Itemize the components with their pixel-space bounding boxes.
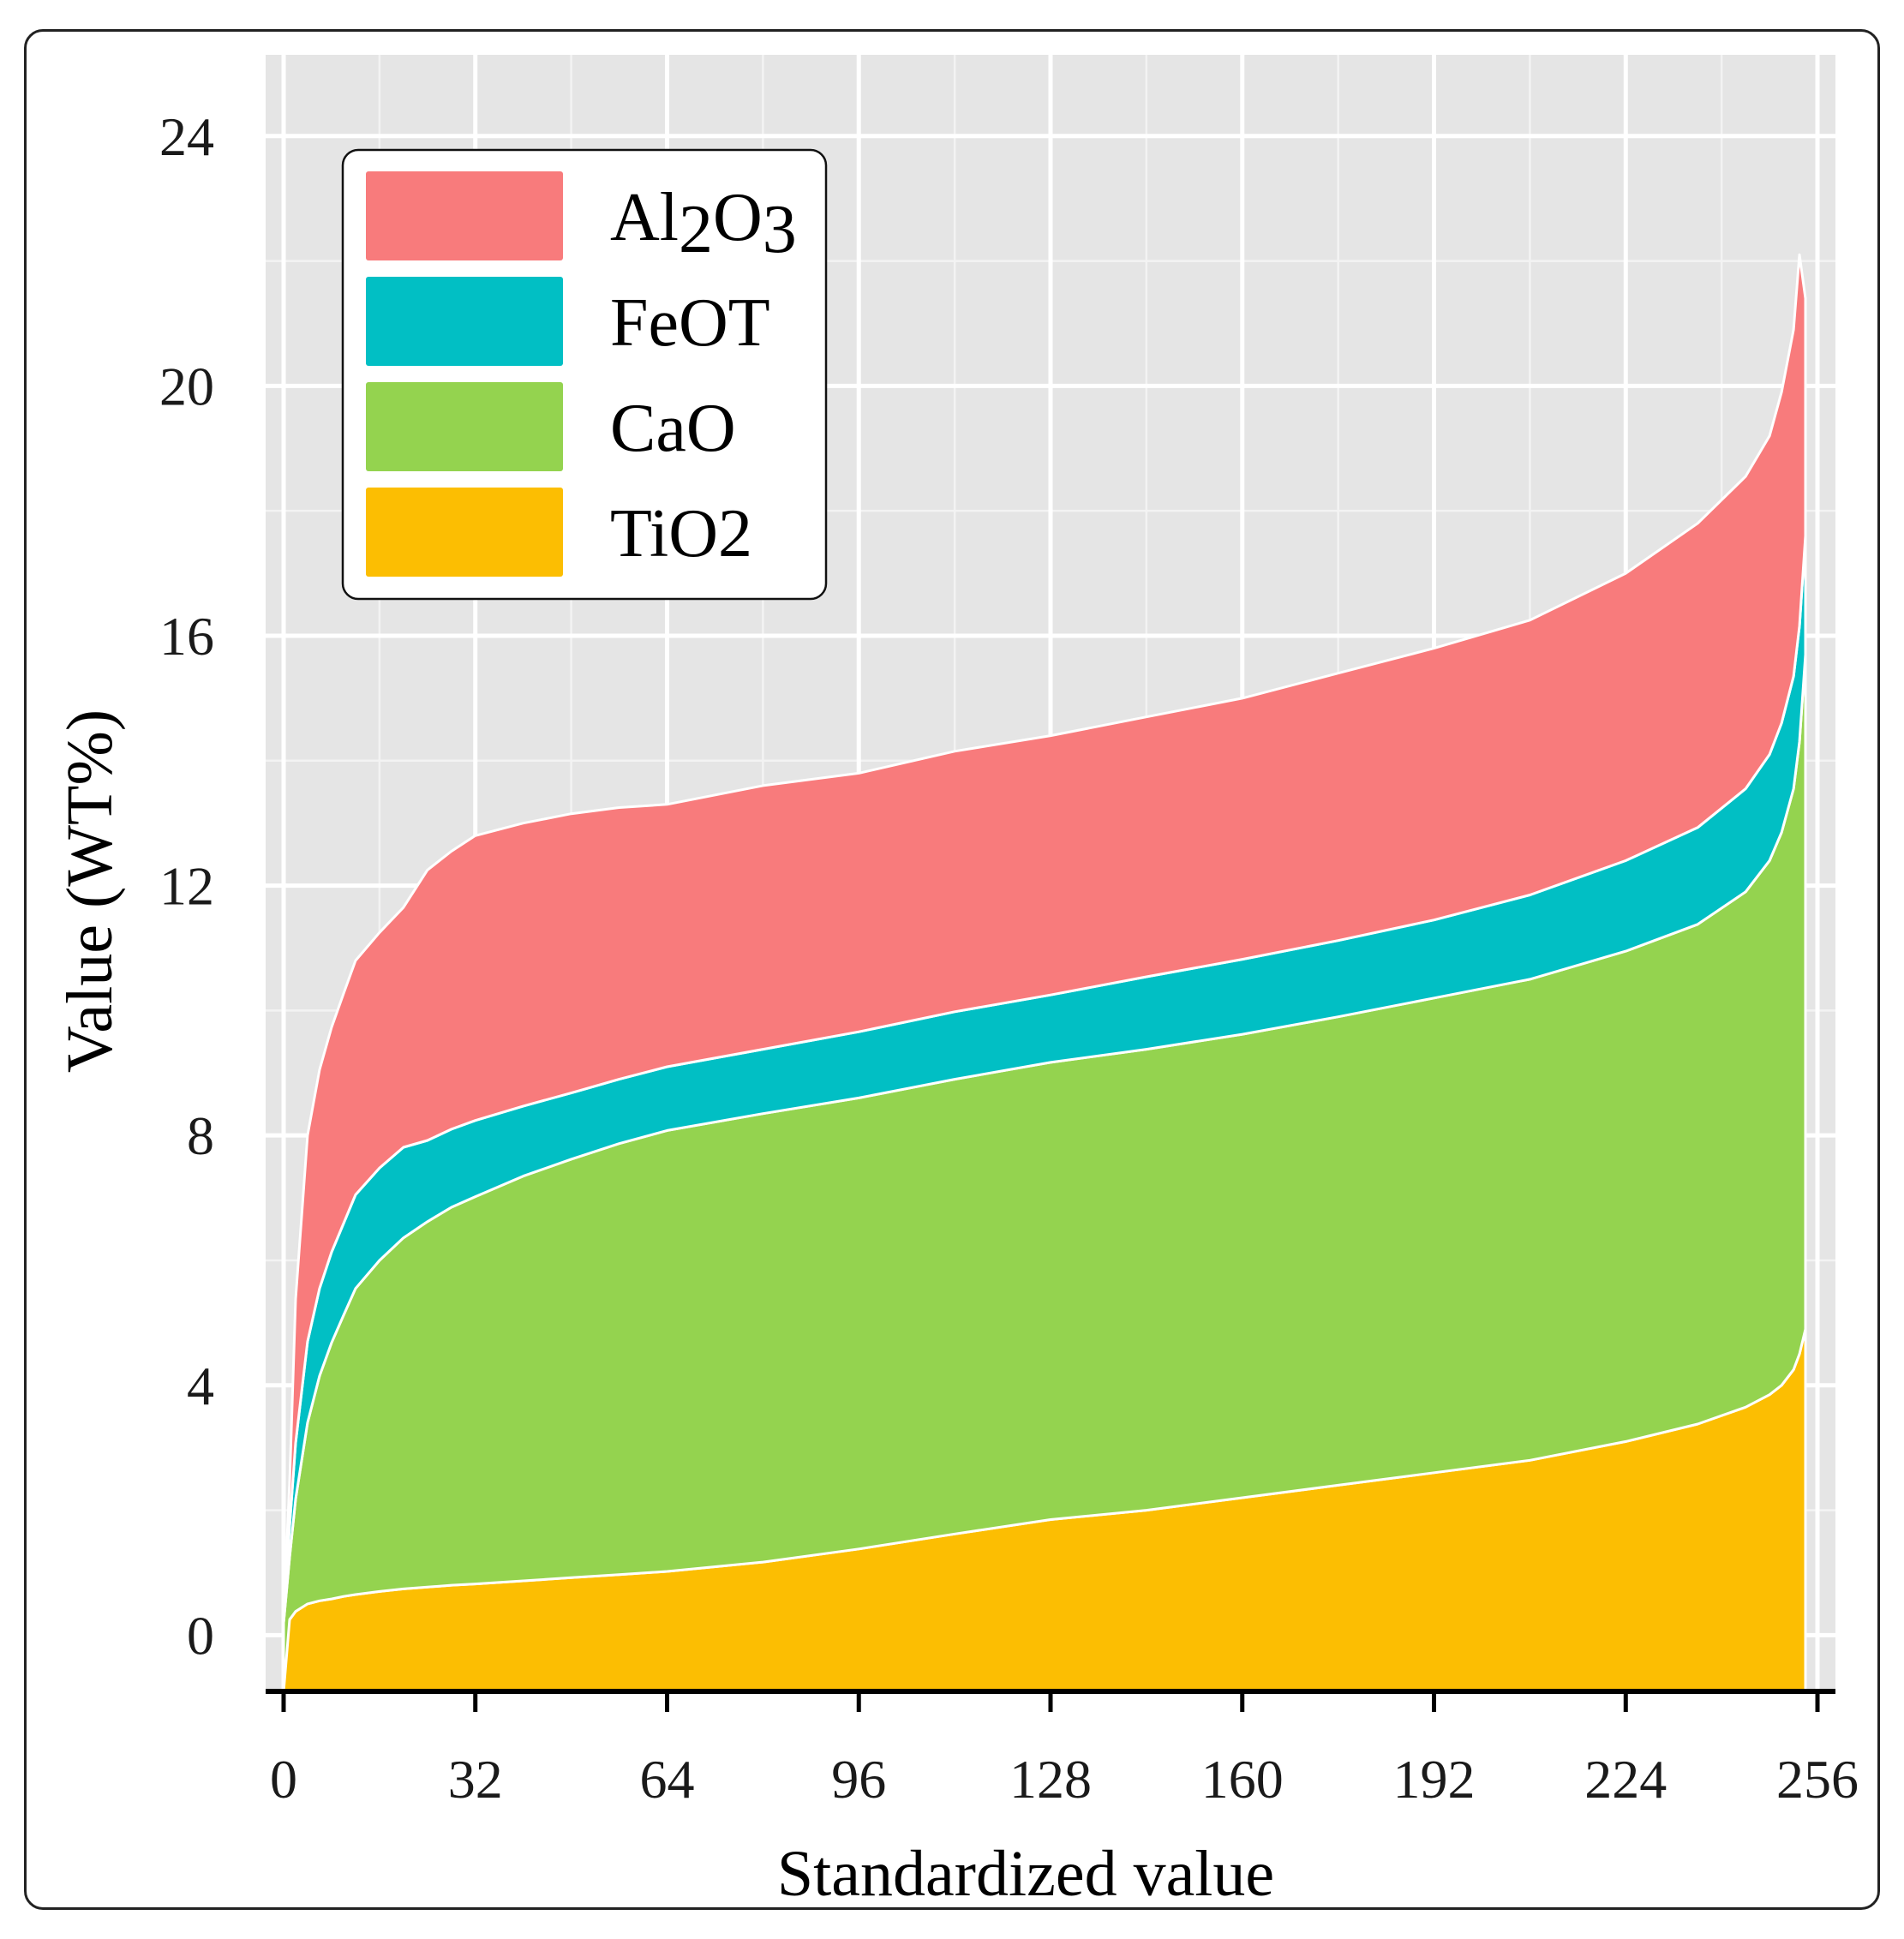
- legend-key-tio2: [366, 488, 563, 577]
- x-tick-label: 64: [639, 1749, 694, 1810]
- legend-key-al2o3: [366, 171, 563, 260]
- y-tick-label: 12: [159, 856, 214, 917]
- x-tick-label: 128: [1009, 1749, 1092, 1810]
- legend-label-tio2: TiO2: [610, 496, 752, 572]
- legend-key-cao: [366, 382, 563, 471]
- legend-box: [341, 148, 828, 601]
- y-axis-title: Value (WT%): [54, 709, 126, 1073]
- x-tick-label: 160: [1201, 1749, 1284, 1810]
- y-tick-label: 16: [159, 606, 214, 667]
- y-tick-label: 20: [159, 356, 214, 416]
- y-tick-label: 4: [187, 1356, 214, 1416]
- x-tick-label: 0: [270, 1749, 297, 1810]
- x-axis-title: Standardized value: [777, 1838, 1274, 1910]
- axes: [266, 1689, 1835, 1712]
- x-tick-label: 96: [831, 1749, 886, 1810]
- legend-label-cao: CaO: [610, 391, 736, 466]
- x-tick-label: 192: [1393, 1749, 1476, 1810]
- tick-labels: 0 32 64 96 128 160 192 224 256 0 4 8 12 16 20 24: [159, 106, 1859, 1810]
- y-tick-label: 8: [187, 1105, 214, 1166]
- y-tick-label: 24: [159, 106, 214, 167]
- legend-label-al2o3: Al2O3: [610, 180, 797, 267]
- x-tick-label: 256: [1776, 1749, 1859, 1810]
- legend-key-feot: [366, 277, 563, 366]
- legend: Al2O3 FeOT CaO TiO2: [341, 148, 828, 601]
- area-al2o3: [282, 253, 1807, 1618]
- y-tick-label: 0: [187, 1605, 214, 1666]
- x-tick-label: 32: [448, 1749, 503, 1810]
- x-tick-label: 224: [1584, 1749, 1667, 1810]
- legend-label-feot: FeOT: [610, 285, 770, 361]
